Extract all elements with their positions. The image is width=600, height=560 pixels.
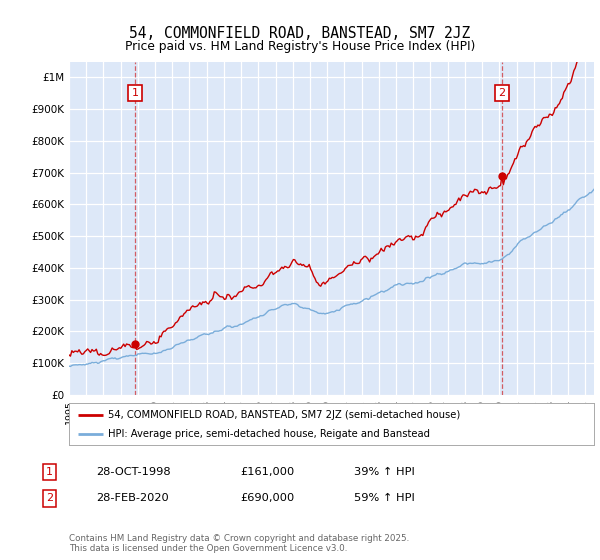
Text: Contains HM Land Registry data © Crown copyright and database right 2025.
This d: Contains HM Land Registry data © Crown c… [69, 534, 409, 553]
Text: 54, COMMONFIELD ROAD, BANSTEAD, SM7 2JZ: 54, COMMONFIELD ROAD, BANSTEAD, SM7 2JZ [130, 26, 470, 41]
Text: £161,000: £161,000 [240, 467, 294, 477]
Text: £690,000: £690,000 [240, 493, 294, 503]
Text: 59% ↑ HPI: 59% ↑ HPI [354, 493, 415, 503]
Text: 1: 1 [46, 467, 53, 477]
Text: 2: 2 [46, 493, 53, 503]
Text: HPI: Average price, semi-detached house, Reigate and Banstead: HPI: Average price, semi-detached house,… [109, 429, 430, 439]
Text: 54, COMMONFIELD ROAD, BANSTEAD, SM7 2JZ (semi-detached house): 54, COMMONFIELD ROAD, BANSTEAD, SM7 2JZ … [109, 409, 461, 419]
Text: Price paid vs. HM Land Registry's House Price Index (HPI): Price paid vs. HM Land Registry's House … [125, 40, 475, 53]
Text: 1: 1 [131, 88, 139, 99]
Text: 39% ↑ HPI: 39% ↑ HPI [354, 467, 415, 477]
Text: 28-OCT-1998: 28-OCT-1998 [96, 467, 170, 477]
Text: 2: 2 [499, 88, 506, 99]
Text: 28-FEB-2020: 28-FEB-2020 [96, 493, 169, 503]
